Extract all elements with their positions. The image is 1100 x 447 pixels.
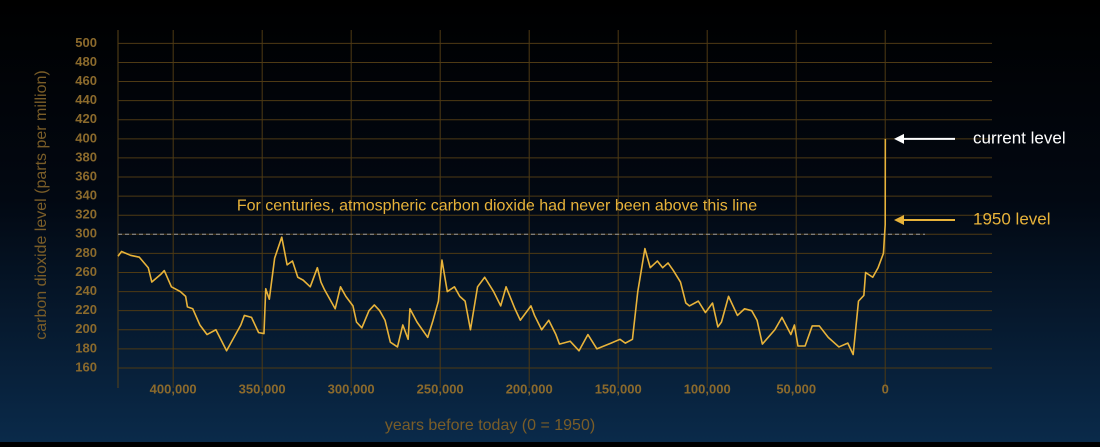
y-tick-label: 320 [75,207,97,222]
y-tick-label: 240 [75,283,97,298]
x-tick-label: 350,000 [239,381,286,396]
y-tick-label: 460 [75,73,97,88]
data-line [117,138,887,356]
y-tick-label: 420 [75,111,97,126]
y-tick-label: 440 [75,92,97,107]
x-tick-label: 200,000 [506,381,553,396]
y-tick-label: 360 [75,168,97,183]
y-tick-label: 220 [75,302,97,317]
reference-label: For centuries, atmospheric carbon dioxid… [237,198,757,215]
y-tick-label: 280 [75,245,97,260]
y-tick-label: 340 [75,188,97,203]
x-tick-label: 100,000 [684,381,731,396]
arrow-head [894,214,904,225]
y-tick-label: 200 [75,321,97,336]
y-tick-label: 180 [75,340,97,355]
y-tick-label: 480 [75,54,97,69]
y-tick-label: 500 [75,35,97,50]
x-tick-label: 0 [882,381,889,396]
arrow-head [894,133,904,144]
y-tick-label: 260 [75,264,97,279]
y-tick-label: 400 [75,130,97,145]
y-tick-label: 160 [75,359,97,374]
y-tick-label: 300 [75,226,97,241]
x-tick-label: 250,000 [417,381,464,396]
annotation-label: current level [973,128,1066,147]
x-tick-label: 50,000 [776,381,816,396]
x-tick-label: 150,000 [595,381,642,396]
x-axis-title: years before today (0 = 1950) [385,417,595,434]
x-tick-label: 400,000 [150,381,197,396]
y-tick-label: 380 [75,149,97,164]
y-axis-title: carbon dioxide level (parts per million) [33,70,50,339]
x-tick-label: 300,000 [328,381,375,396]
annotation-label: 1950 level [973,209,1051,228]
